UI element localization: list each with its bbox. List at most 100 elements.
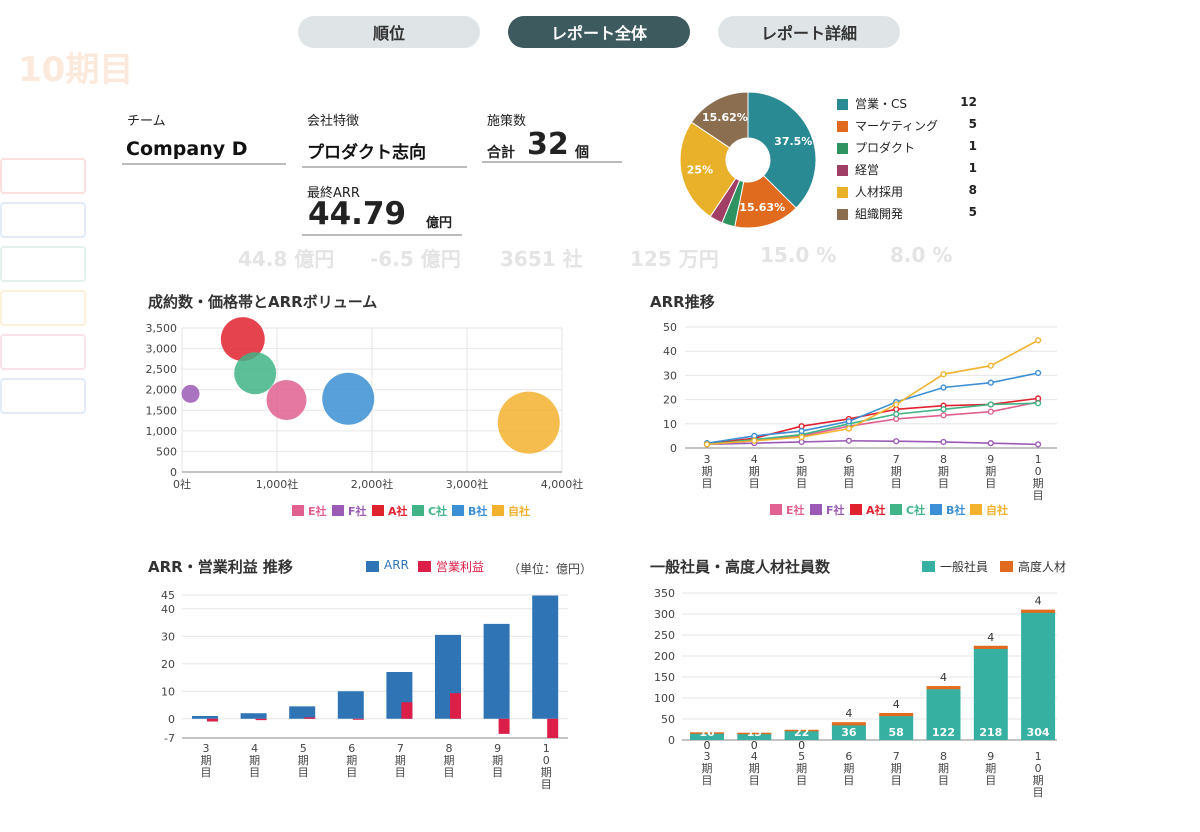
x-tick-label: 目: [1033, 786, 1044, 799]
x-tick-label: 期: [749, 762, 760, 775]
legend-swatch: [837, 99, 848, 110]
ghost-sidebar: [0, 150, 86, 570]
ghost-kpi-3: 3651 社: [500, 247, 583, 271]
staff-bar: [1021, 612, 1056, 740]
series-point: [893, 401, 900, 408]
y-tick-label: 0: [170, 466, 177, 479]
x-tick-label: 目: [938, 477, 949, 490]
profit-bar: [304, 717, 316, 719]
team-value: Company D: [122, 138, 286, 165]
series-point: [987, 440, 994, 447]
series-point: [798, 427, 805, 435]
x-tick-label: 目: [201, 766, 212, 779]
staff-value-label: 16: [699, 726, 715, 739]
final-arr-value: 44.79: [308, 196, 407, 232]
y-tick-label: 1,000: [146, 425, 178, 438]
legend-label: E社: [786, 503, 805, 517]
x-tick-label: 目: [796, 774, 807, 787]
x-tick-label: 目: [749, 477, 760, 490]
bubble-point: [322, 372, 375, 425]
y-tick-label: 300: [654, 608, 675, 621]
expert-value-label: 4: [1035, 595, 1042, 608]
y-tick-label: 30: [161, 630, 175, 643]
ghost-kpi-2: -6.5 億円: [370, 247, 461, 271]
y-tick-label: 40: [663, 345, 677, 358]
bubble-chart-title: 成約数・価格帯とARRボリューム: [148, 293, 378, 311]
legend-label-expert: 高度人材: [1018, 560, 1067, 574]
profit-bar: [498, 718, 510, 734]
x-tick-label: 期: [985, 465, 996, 478]
bubble-chart: 0 500 1,000 1,500 2,000 2,500 3,000 3,500 0社 1,00…: [146, 317, 583, 518]
staff-bar: [784, 730, 819, 740]
arr-profit-chart-title: ARR・営業利益 推移: [148, 558, 293, 576]
legend-swatch: [412, 505, 424, 516]
y-tick-label: 20: [161, 658, 175, 671]
arr-bar: [337, 691, 364, 719]
x-tick-label: 目: [985, 477, 996, 490]
legend-swatch: [492, 505, 504, 516]
legend-label: A社: [866, 503, 886, 517]
legend-label: A社: [388, 504, 408, 518]
x-tick-label: 期: [249, 754, 260, 767]
legend-name: 営業・CS: [855, 97, 907, 111]
series-point: [940, 384, 947, 391]
x-tick-label: 3: [704, 453, 711, 466]
x-tick-label: 3,000社: [446, 477, 489, 491]
expert-value-label: 0: [798, 739, 805, 752]
series-point: [798, 423, 805, 430]
x-tick-label: 目: [749, 774, 760, 787]
x-tick-label: 期: [843, 762, 854, 775]
series-point: [798, 434, 805, 441]
y-tick-label: 2,500: [146, 363, 178, 376]
x-tick-label: 期: [298, 754, 309, 767]
series-point: [987, 401, 994, 408]
measures-pie-chart: 37.5% 15.63% 25% 15.62%: [679, 91, 817, 229]
x-tick-label: 4: [251, 742, 258, 755]
x-tick-label: 目: [891, 477, 902, 490]
profit-bar: [401, 702, 413, 719]
x-tick-label: 8: [940, 453, 947, 466]
legend-swatch: [837, 209, 848, 220]
staff-bar-chart: 0501001502002503003501603期目1504期目2205期目3…: [654, 587, 1057, 799]
x-tick-label: 1: [1035, 750, 1042, 763]
feature-value: プロダクト志向: [302, 138, 467, 168]
y-tick-label: 0: [670, 442, 677, 455]
series-point: [893, 406, 900, 413]
legend-name: マーケティング: [855, 119, 939, 133]
staff-chart-title: 一般社員・高度人材社員数: [650, 558, 831, 576]
x-tick-label: 目: [541, 778, 552, 791]
arr-bar: [483, 623, 510, 719]
x-tick-label: 目: [249, 766, 260, 779]
measures-label: 施策数: [487, 114, 527, 129]
arr-bar: [240, 713, 267, 719]
tab-report-detail[interactable]: レポート詳細: [718, 16, 900, 48]
staff-bar: [831, 724, 866, 740]
staff-bar: [879, 715, 914, 740]
legend-swatch: [810, 504, 822, 515]
x-tick-label: 期: [891, 465, 902, 478]
profit-bar: [450, 693, 461, 719]
x-tick-label: 期: [749, 465, 760, 478]
x-tick-label: 期: [444, 754, 455, 767]
x-tick-label: 6: [348, 742, 355, 755]
legend-count: 1: [968, 161, 977, 175]
x-tick-label: 0: [543, 754, 550, 767]
team-label: チーム: [127, 114, 166, 129]
x-tick-label: 0: [1035, 465, 1042, 478]
tab-report-overview[interactable]: レポート全体: [508, 16, 690, 48]
legend-label: C社: [906, 503, 925, 517]
legend-swatch: [890, 504, 902, 515]
series-point: [893, 438, 900, 445]
x-tick-label: 6: [845, 453, 852, 466]
x-tick-label: 期: [201, 754, 212, 767]
x-tick-label: 5: [300, 742, 307, 755]
legend-swatch: [332, 505, 344, 516]
staff-value-label: 58: [889, 726, 904, 739]
y-tick-label: 0: [668, 734, 675, 747]
x-tick-label: 9: [987, 453, 994, 466]
series-point: [845, 437, 853, 444]
tab-ranking[interactable]: 順位: [298, 16, 480, 48]
final-arr-box: 44.79 億円: [302, 196, 462, 236]
bubble-point: [266, 380, 307, 420]
